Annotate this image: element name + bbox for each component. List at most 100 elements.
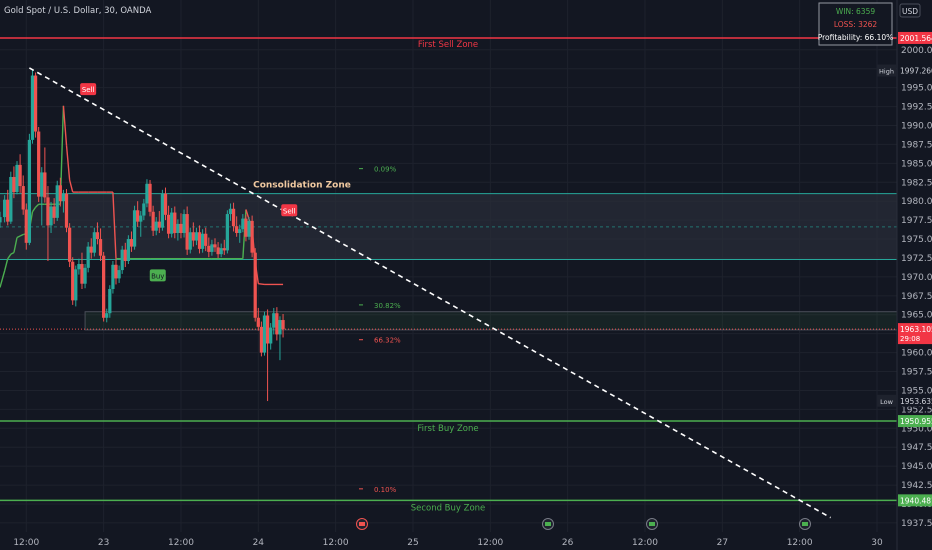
candle-body (188, 232, 192, 250)
calendar-event-icon[interactable] (646, 518, 658, 530)
y-tick-label: 2000.000 (901, 46, 932, 56)
chart-labels: 0.09% 30.82% 66.32% 0.10% Gold Spot / U.S. D… (4, 6, 401, 494)
candle-body (197, 232, 202, 249)
flash-event-icon[interactable] (356, 518, 368, 530)
candle-body (139, 215, 143, 222)
candle-body (185, 214, 189, 250)
signal-label: Sell (283, 207, 296, 215)
x-tick-label: 27 (717, 538, 728, 548)
candle-body (275, 313, 279, 335)
candle-body (235, 226, 239, 233)
candle-body (24, 209, 28, 243)
candle-body (102, 255, 106, 318)
y-axis: 2000.0001997.5001995.0001992.5001990.000… (877, 0, 932, 550)
candle-body (33, 75, 38, 132)
candle-body (27, 139, 32, 243)
dashed-trendline (28, 67, 831, 519)
indicator-segment (19, 233, 24, 237)
signal-badge (149, 269, 166, 282)
candle-body (222, 248, 226, 251)
x-tick-label: 12:00 (787, 538, 813, 548)
candle-body (67, 227, 72, 262)
candle-body (241, 218, 245, 230)
candle-body (30, 75, 35, 140)
candle-body (15, 164, 19, 193)
y-tick-label: 1972.500 (901, 254, 932, 264)
candle-body (256, 317, 260, 327)
candle-body (262, 315, 267, 353)
candle-body (92, 232, 96, 253)
signal-badge (80, 83, 97, 96)
signal-buy: Buy (149, 269, 166, 282)
candle-body (253, 252, 257, 318)
candle-body (225, 214, 229, 251)
candle-body (37, 131, 41, 197)
signal-sell: Sell (281, 204, 298, 217)
candle-body (55, 185, 59, 218)
currency-button[interactable]: USD (899, 3, 921, 18)
trendline (28, 67, 831, 519)
candle-body (160, 193, 165, 228)
candle-body (77, 264, 81, 270)
candle-body (170, 212, 174, 234)
candle-body (272, 313, 276, 328)
candle-body (83, 267, 87, 284)
calendar-event-icon[interactable] (542, 518, 554, 530)
candle-body (250, 220, 254, 253)
indicator-segment (7, 253, 12, 260)
candle-body (114, 264, 118, 279)
candle-body (3, 199, 7, 218)
x-tick-label: 12:00 (323, 538, 349, 548)
symbol-title: Gold Spot / U.S. Dollar, 30, OANDA (4, 6, 151, 16)
candle-body (46, 197, 50, 226)
y-tick-label: 1982.500 (901, 178, 932, 188)
candle-body (163, 193, 168, 215)
low-price-tag-bg (898, 394, 932, 407)
x-tick-label: 12:00 (168, 538, 194, 548)
event-icon-glyph (545, 522, 551, 526)
x-tick-label: 12:00 (632, 538, 658, 548)
signal-label: Buy (151, 272, 164, 280)
first-sell-price-tag-text: 2001.564 (900, 34, 932, 43)
candle-body (265, 315, 270, 344)
candle-body (40, 172, 44, 197)
y-tick-label: 1952.500 (901, 405, 932, 415)
calendar-event-icon[interactable] (799, 518, 811, 530)
candle-body (231, 208, 236, 227)
signal-badge (281, 204, 298, 217)
candle-body (176, 223, 180, 233)
candle-body (238, 229, 242, 233)
indicator-segment (10, 252, 15, 255)
second-buy-price-tag-text: 1940.481 (900, 496, 932, 505)
stats-profitability: Profitability: 66.10% (818, 33, 894, 42)
x-tick-label: 12:00 (477, 538, 503, 548)
candle-body (136, 210, 140, 222)
candle-body (148, 183, 152, 212)
first-buy-price-tag-text: 1950.955 (900, 417, 932, 426)
first-buy-price-tag-bg (898, 415, 932, 428)
indicator-segment (16, 235, 21, 239)
candle-body (9, 176, 13, 222)
candle-body (154, 221, 158, 231)
candle-body (21, 186, 25, 210)
candle-body (194, 232, 199, 241)
stats-loss: LOSS: 3262 (834, 20, 878, 29)
candles (0, 70, 285, 402)
y-tick-label: 1995.000 (901, 84, 932, 94)
y-tick-label: 1985.000 (901, 159, 932, 169)
candle-body (173, 212, 177, 233)
x-tick-label: 26 (562, 538, 574, 548)
candle-body (216, 247, 220, 255)
candle-body (86, 246, 90, 268)
low-marker-label: Low (880, 398, 893, 406)
candle-body (0, 217, 2, 223)
candle-body (145, 183, 149, 204)
candle-body (89, 246, 93, 253)
last-price-tag-text: 1963.105 (900, 325, 932, 334)
event-icon-glyph (649, 522, 655, 526)
signal-sell: Sell (80, 83, 97, 96)
candle-body (166, 214, 171, 234)
candle-body (228, 208, 233, 215)
